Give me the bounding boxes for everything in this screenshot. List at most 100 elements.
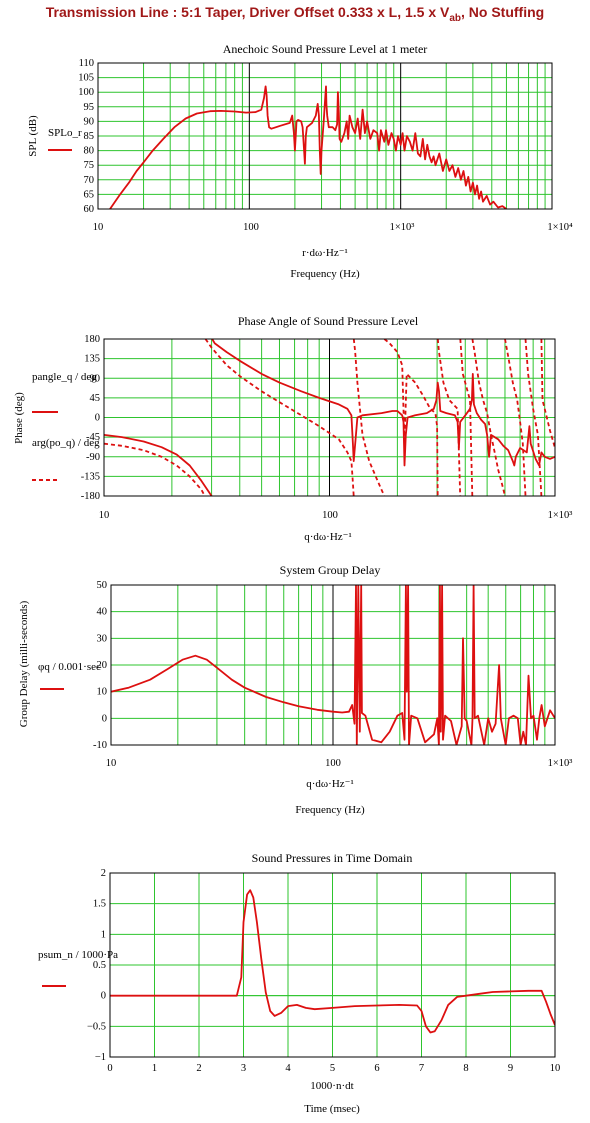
- group-delay-legend-label: φq / 0.001·sec: [38, 661, 101, 673]
- spl-ytick-100: 100: [78, 87, 94, 98]
- spl-xtick-1000: 1×10³: [390, 222, 415, 233]
- td-xtick-2: 2: [196, 1063, 201, 1074]
- phase-ytick-m180: -180: [81, 491, 100, 502]
- group-delay-xaxis-label: Frequency (Hz): [295, 804, 365, 816]
- gd-xtick-100: 100: [325, 758, 341, 769]
- phase-chart: Phase Angle of Sound Pressure Level -180…: [13, 314, 572, 543]
- spl-xticks: 10 100 1×10³ 1×10⁴: [93, 222, 573, 233]
- group-delay-xticks: 10 100 1×10³: [106, 758, 573, 769]
- gd-ytick-30: 30: [97, 633, 108, 644]
- phase-ytick-m45: -45: [86, 432, 100, 443]
- group-delay-chart: System Group Delay -10 0 10 20 30 40 50 …: [18, 563, 572, 816]
- phase-series-0-line: [104, 339, 555, 496]
- phase-xtick-10: 10: [99, 510, 110, 521]
- phase-series-1-line: [104, 339, 555, 496]
- td-ytick-0_5: 0.5: [93, 960, 106, 971]
- td-ytick-0: 0: [101, 991, 106, 1002]
- phase-xaxis-expression: q·dω·Hz⁻¹: [304, 531, 352, 543]
- phase-chart-title: Phase Angle of Sound Pressure Level: [238, 314, 419, 328]
- phase-yticks: -180 -135 -90 -45 0 45 90 135 180: [81, 334, 100, 502]
- phase-xticks: 10 100 1×10³: [99, 510, 573, 521]
- group-delay-chart-title: System Group Delay: [280, 563, 381, 577]
- spl-chart: Anechoic Sound Pressure Level at 1 meter…: [27, 42, 573, 280]
- spl-ytick-110: 110: [79, 58, 94, 69]
- gd-ytick-m10: -10: [93, 740, 107, 751]
- td-xtick-5: 5: [330, 1063, 335, 1074]
- spl-chart-title: Anechoic Sound Pressure Level at 1 meter: [223, 42, 428, 56]
- gd-ytick-10: 10: [97, 687, 108, 698]
- spl-legend-label: SPLo_r: [48, 127, 82, 139]
- time-domain-yticks: −1 −0.5 0 0.5 1 1.5 2: [87, 868, 106, 1063]
- gd-ytick-20: 20: [97, 660, 108, 671]
- spl-chart-curves: [109, 85, 507, 209]
- td-ytick-m1: −1: [95, 1052, 106, 1063]
- figure-title-prefix: Transmission Line : 5:1 Taper, Driver Of…: [45, 4, 450, 20]
- td-xtick-9: 9: [508, 1063, 513, 1074]
- time-domain-chart-grid: [109, 872, 556, 1058]
- group-delay-xaxis-expression: q·dω·Hz⁻¹: [306, 778, 354, 790]
- td-xtick-0: 0: [107, 1063, 112, 1074]
- phase-xtick-1000: 1×10³: [548, 510, 573, 521]
- group-delay-chart-curves: [111, 585, 555, 745]
- spl-ytick-65: 65: [84, 189, 95, 200]
- td-xtick-8: 8: [463, 1063, 468, 1074]
- phase-ytick-180: 180: [84, 334, 100, 345]
- spl-ytick-105: 105: [78, 73, 94, 84]
- gd-ytick-50: 50: [97, 580, 108, 591]
- spl-series-0-line: [109, 85, 507, 209]
- td-series-0-line: [110, 889, 555, 1034]
- gd-ytick-40: 40: [97, 607, 108, 618]
- phase-legend-label-1: pangle_q / deg: [32, 371, 97, 383]
- spl-ytick-70: 70: [84, 175, 95, 186]
- time-domain-chart-title: Sound Pressures in Time Domain: [252, 851, 413, 865]
- phase-legend-label-2: arg(po_q) / deg: [32, 437, 100, 449]
- phase-ytick-90: 90: [90, 373, 101, 384]
- td-xtick-4: 4: [285, 1063, 291, 1074]
- phase-ytick-m90: -90: [86, 452, 100, 463]
- spl-ytick-90: 90: [84, 116, 95, 127]
- td-ytick-2: 2: [101, 868, 106, 879]
- spl-xaxis-label: Frequency (Hz): [290, 268, 360, 280]
- gd-xtick-10: 10: [106, 758, 117, 769]
- gd-series-0-line: [111, 585, 555, 745]
- spl-xtick-100: 100: [243, 222, 259, 233]
- phase-ytick-45: 45: [90, 393, 101, 404]
- group-delay-yticks: -10 0 10 20 30 40 50: [93, 580, 107, 751]
- spl-ytick-75: 75: [84, 160, 95, 171]
- td-ytick-1: 1: [101, 929, 106, 940]
- td-xtick-6: 6: [374, 1063, 379, 1074]
- group-delay-chart-frame: [110, 584, 556, 746]
- spl-xaxis-expression: r·dω·Hz⁻¹: [302, 247, 348, 259]
- spl-chart-frame: [97, 62, 553, 210]
- spl-xtick-10: 10: [93, 222, 104, 233]
- time-domain-xaxis-label: Time (msec): [304, 1103, 360, 1115]
- td-xtick-7: 7: [419, 1063, 424, 1074]
- phase-xtick-100: 100: [322, 510, 338, 521]
- time-domain-chart-curves: [110, 889, 555, 1034]
- td-xtick-1: 1: [152, 1063, 157, 1074]
- time-domain-legend-label: psum_n / 1000·Pa: [38, 949, 118, 961]
- phase-ytick-m135: -135: [81, 471, 100, 482]
- phase-chart-curves: [104, 339, 555, 496]
- spl-ytick-60: 60: [84, 204, 95, 215]
- spl-ytick-80: 80: [84, 146, 95, 157]
- spl-yaxis-label: SPL (dB): [27, 115, 39, 157]
- td-ytick-m0_5: −0.5: [87, 1021, 106, 1032]
- phase-ytick-0: 0: [95, 413, 100, 424]
- td-ytick-1_5: 1.5: [93, 899, 106, 910]
- figure-title: Transmission Line : 5:1 Taper, Driver Of…: [0, 4, 590, 24]
- spl-xtick-10000: 1×10⁴: [547, 222, 573, 233]
- time-domain-chart-frame: [109, 872, 556, 1058]
- phase-ytick-135: 135: [84, 354, 100, 365]
- spl-yticks: 60 65 70 75 80 85 90 95 100 105 110: [78, 58, 94, 215]
- figure-title-suffix: , No Stuffing: [461, 4, 545, 20]
- gd-xtick-1000: 1×10³: [548, 758, 573, 769]
- group-delay-yaxis-label: Group Delay (milli-seconds): [18, 600, 30, 727]
- time-domain-chart: Sound Pressures in Time Domain −1 −0.5 0…: [38, 851, 560, 1115]
- phase-chart-frame: [103, 338, 556, 497]
- td-xtick-3: 3: [241, 1063, 246, 1074]
- spl-ytick-85: 85: [84, 131, 95, 142]
- time-domain-xaxis-expression: 1000·n·dt: [310, 1080, 353, 1092]
- figure-title-subscript: ab: [449, 12, 462, 24]
- spl-ytick-95: 95: [84, 102, 95, 113]
